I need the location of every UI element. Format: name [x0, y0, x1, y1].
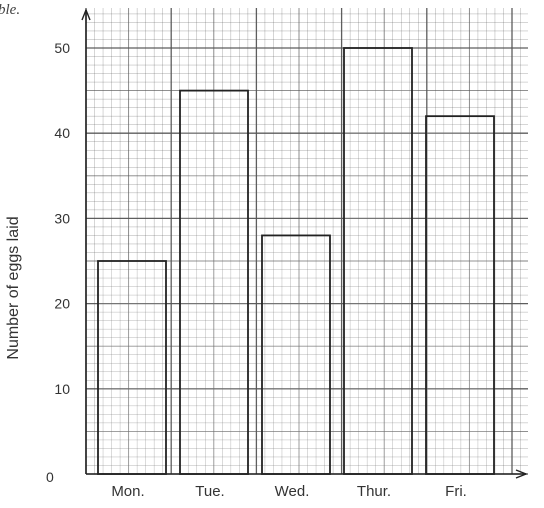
- x-tick-label: Wed.: [275, 483, 310, 500]
- bar-fri: [425, 115, 495, 475]
- y-tick-label: 50: [54, 40, 70, 56]
- bar-wed: [261, 234, 331, 475]
- x-tick-label: Thur.: [357, 483, 391, 500]
- x-axis-arrow: [515, 469, 528, 479]
- caption-fragment: ble.: [0, 2, 20, 18]
- x-tick-labels: Mon. Tue. Wed. Thur. Fri.: [111, 483, 467, 500]
- y-tick-label: 20: [54, 296, 70, 312]
- bar-thur: [343, 47, 413, 475]
- x-tick-label: Fri.: [445, 483, 467, 500]
- bar-mon: [97, 260, 167, 475]
- y-axis-arrow: [81, 8, 91, 21]
- x-tick-label: Mon.: [111, 483, 144, 500]
- y-tick-label: 40: [54, 125, 70, 141]
- bar-tue: [179, 89, 249, 475]
- y-tick-label: 0: [46, 469, 54, 485]
- y-tick-label: 30: [54, 210, 70, 226]
- y-tick-label: 10: [54, 381, 70, 397]
- chart-bars: [97, 47, 495, 475]
- y-axis-title: Number of eggs laid: [5, 216, 22, 359]
- x-tick-label: Tue.: [195, 483, 224, 500]
- y-tick-labels: 0 10 20 30 40 50: [46, 40, 70, 485]
